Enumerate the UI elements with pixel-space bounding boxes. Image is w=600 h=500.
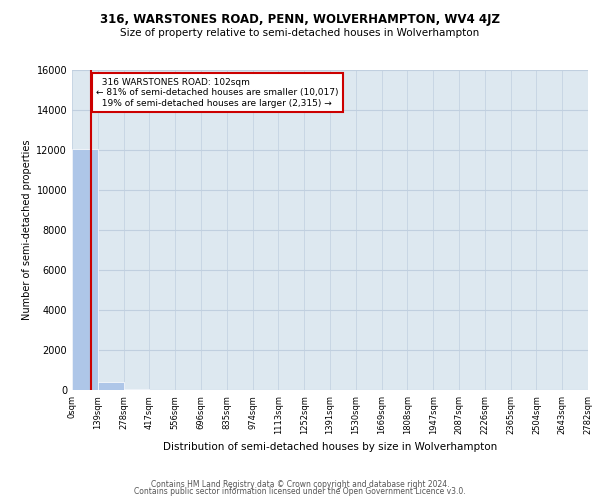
Text: Distribution of semi-detached houses by size in Wolverhampton: Distribution of semi-detached houses by … <box>163 442 497 452</box>
Text: 316 WARSTONES ROAD: 102sqm
← 81% of semi-detached houses are smaller (10,017)
  : 316 WARSTONES ROAD: 102sqm ← 81% of semi… <box>97 78 339 108</box>
Text: Size of property relative to semi-detached houses in Wolverhampton: Size of property relative to semi-detach… <box>121 28 479 38</box>
Text: Contains public sector information licensed under the Open Government Licence v3: Contains public sector information licen… <box>134 488 466 496</box>
Text: Contains HM Land Registry data © Crown copyright and database right 2024.: Contains HM Land Registry data © Crown c… <box>151 480 449 489</box>
Bar <box>98 382 124 390</box>
Bar <box>72 149 98 390</box>
Text: 316, WARSTONES ROAD, PENN, WOLVERHAMPTON, WV4 4JZ: 316, WARSTONES ROAD, PENN, WOLVERHAMPTON… <box>100 12 500 26</box>
Y-axis label: Number of semi-detached properties: Number of semi-detached properties <box>22 140 32 320</box>
